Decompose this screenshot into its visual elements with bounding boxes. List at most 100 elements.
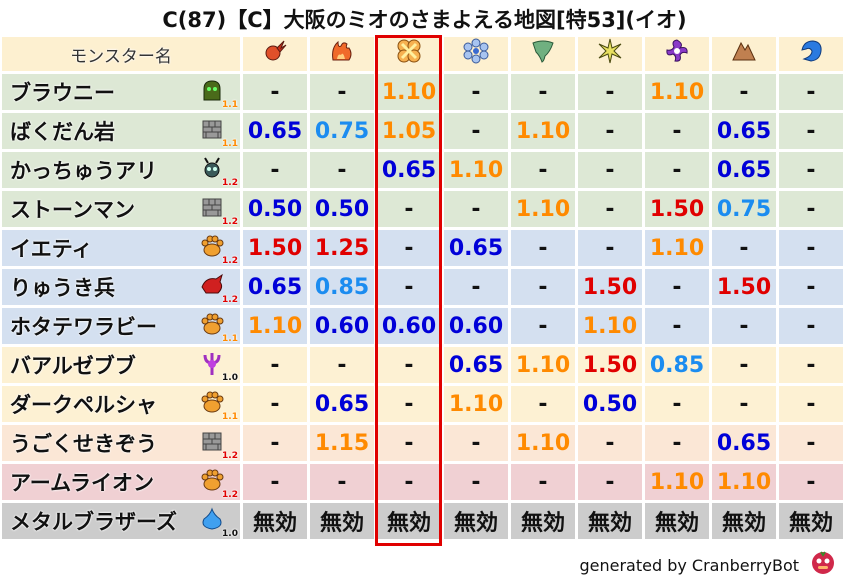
resistance-value: 1.10 (377, 74, 441, 110)
monster-level: 1.2 (222, 217, 238, 227)
resistance-value: 0.75 (310, 113, 374, 149)
paw-icon (201, 391, 224, 413)
resistance-value: - (377, 347, 441, 383)
resistance-value: - (377, 464, 441, 500)
resistance-value: 無効 (243, 503, 307, 539)
resistance-value: 0.85 (310, 269, 374, 305)
resistance-value: - (243, 347, 307, 383)
monster-level: 1.1 (222, 334, 238, 344)
resistance-value: 1.10 (511, 425, 575, 461)
resistance-value: - (243, 425, 307, 461)
resistance-value: 0.50 (578, 386, 642, 422)
monster-name: りゅうき兵 (10, 276, 115, 300)
table-row: りゅうき兵 1.2 0.65 0.85- - -1.50-1.50- (2, 269, 843, 305)
lightning-icon (598, 38, 622, 64)
resistance-value: - (310, 74, 374, 110)
header-row: モンスター名 (2, 37, 843, 71)
monster-name: バアルゼブブ (10, 354, 136, 378)
resistance-value: - (511, 386, 575, 422)
monster-name: イエティ (10, 237, 93, 261)
monster-cell: メタルブラザーズ 1.0 (2, 503, 240, 539)
resistance-value: 0.60 (310, 308, 374, 344)
resistance-value: 無効 (645, 503, 709, 539)
resistance-value: 0.65 (712, 113, 776, 149)
table-row: うごくせきぞう 1.2-1.15- -1.10- -0.65- (2, 425, 843, 461)
resistance-value: 無効 (712, 503, 776, 539)
resistance-value: - (779, 347, 843, 383)
header-element (645, 37, 709, 71)
resistance-value: 1.10 (712, 464, 776, 500)
resistance-value: 無効 (377, 503, 441, 539)
resistance-value: - (377, 230, 441, 266)
resistance-value: - (444, 74, 508, 110)
resistance-value: - (779, 74, 843, 110)
table-row: バアルゼブブ 1.0- - -0.65 1.10 1.50 0.85- - (2, 347, 843, 383)
resistance-value: - (377, 191, 441, 227)
paw-icon (201, 235, 224, 257)
resistance-value: 1.50 (712, 269, 776, 305)
monster-cell: バアルゼブブ 1.0 (2, 347, 240, 383)
resistance-value: - (712, 308, 776, 344)
table-row: ホタテワラビー 1.1 1.10 0.60 0.60 0.60-1.10- - - (2, 308, 843, 344)
resistance-value: 1.10 (578, 308, 642, 344)
cranberry-icon (812, 551, 834, 574)
resistance-value: - (511, 464, 575, 500)
resistance-value: - (310, 464, 374, 500)
monster-cell: アームライオン 1.2 (2, 464, 240, 500)
resistance-value: - (779, 230, 843, 266)
resistance-value: 0.50 (243, 191, 307, 227)
resistance-value: - (779, 113, 843, 149)
resistance-value: 1.15 (310, 425, 374, 461)
resistance-value: 1.50 (578, 347, 642, 383)
resistance-value: - (712, 230, 776, 266)
monster-name: かっちゅうアリ (10, 159, 157, 183)
wall-icon (202, 120, 222, 139)
monster-level: 1.0 (222, 529, 238, 539)
header-element (444, 37, 508, 71)
table-row: イエティ 1.2 1.50 1.25-0.65- -1.10- - (2, 230, 843, 266)
monster-cell: イエティ 1.2 (2, 230, 240, 266)
resistance-value: - (444, 113, 508, 149)
monster-name: ストーンマン (10, 198, 135, 222)
header-element (310, 37, 374, 71)
resistance-value: - (645, 113, 709, 149)
fireball-icon (265, 40, 287, 61)
slime-icon (202, 507, 222, 530)
resistance-value: - (444, 464, 508, 500)
resistance-value: - (444, 269, 508, 305)
paw-icon (201, 313, 224, 335)
table-row: メタルブラザーズ 1.0 無効 無効 無効 無効 無効 無効 無効 無効 無効 (2, 503, 843, 539)
resistance-value: - (511, 230, 575, 266)
resistance-value: 1.10 (511, 347, 575, 383)
monster-cell: ばくだん岩 1.1 (2, 113, 240, 149)
wall-icon (202, 198, 222, 217)
header-element (779, 37, 843, 71)
resistance-value: - (779, 464, 843, 500)
resistance-value: 1.50 (645, 191, 709, 227)
resistance-value: - (243, 152, 307, 188)
table-row: アームライオン 1.2- - - - - -1.10 1.10- (2, 464, 843, 500)
footer-credit: generated by CranberryBot (579, 556, 799, 575)
monster-level: 1.0 (222, 373, 238, 383)
resistance-value: - (377, 386, 441, 422)
resistance-value: 1.10 (511, 113, 575, 149)
resistance-value: - (310, 347, 374, 383)
resistance-value: - (578, 464, 642, 500)
resistance-value: 無効 (779, 503, 843, 539)
insect-icon (204, 157, 220, 178)
monster-level: 1.2 (222, 178, 238, 188)
resistance-value: 0.50 (310, 191, 374, 227)
resistance-value: - (645, 425, 709, 461)
resistance-value: - (243, 386, 307, 422)
monster-cell: ストーンマン 1.2 (2, 191, 240, 227)
flame-icon (332, 40, 352, 61)
demon-icon (203, 353, 221, 375)
water-icon (801, 40, 822, 62)
resistance-value: 0.65 (377, 152, 441, 188)
resistance-value: 無効 (511, 503, 575, 539)
earth-icon (732, 41, 756, 61)
resistance-value: 0.65 (243, 269, 307, 305)
resistance-value: 0.60 (444, 308, 508, 344)
resistance-value: - (243, 464, 307, 500)
resistance-value: - (377, 269, 441, 305)
